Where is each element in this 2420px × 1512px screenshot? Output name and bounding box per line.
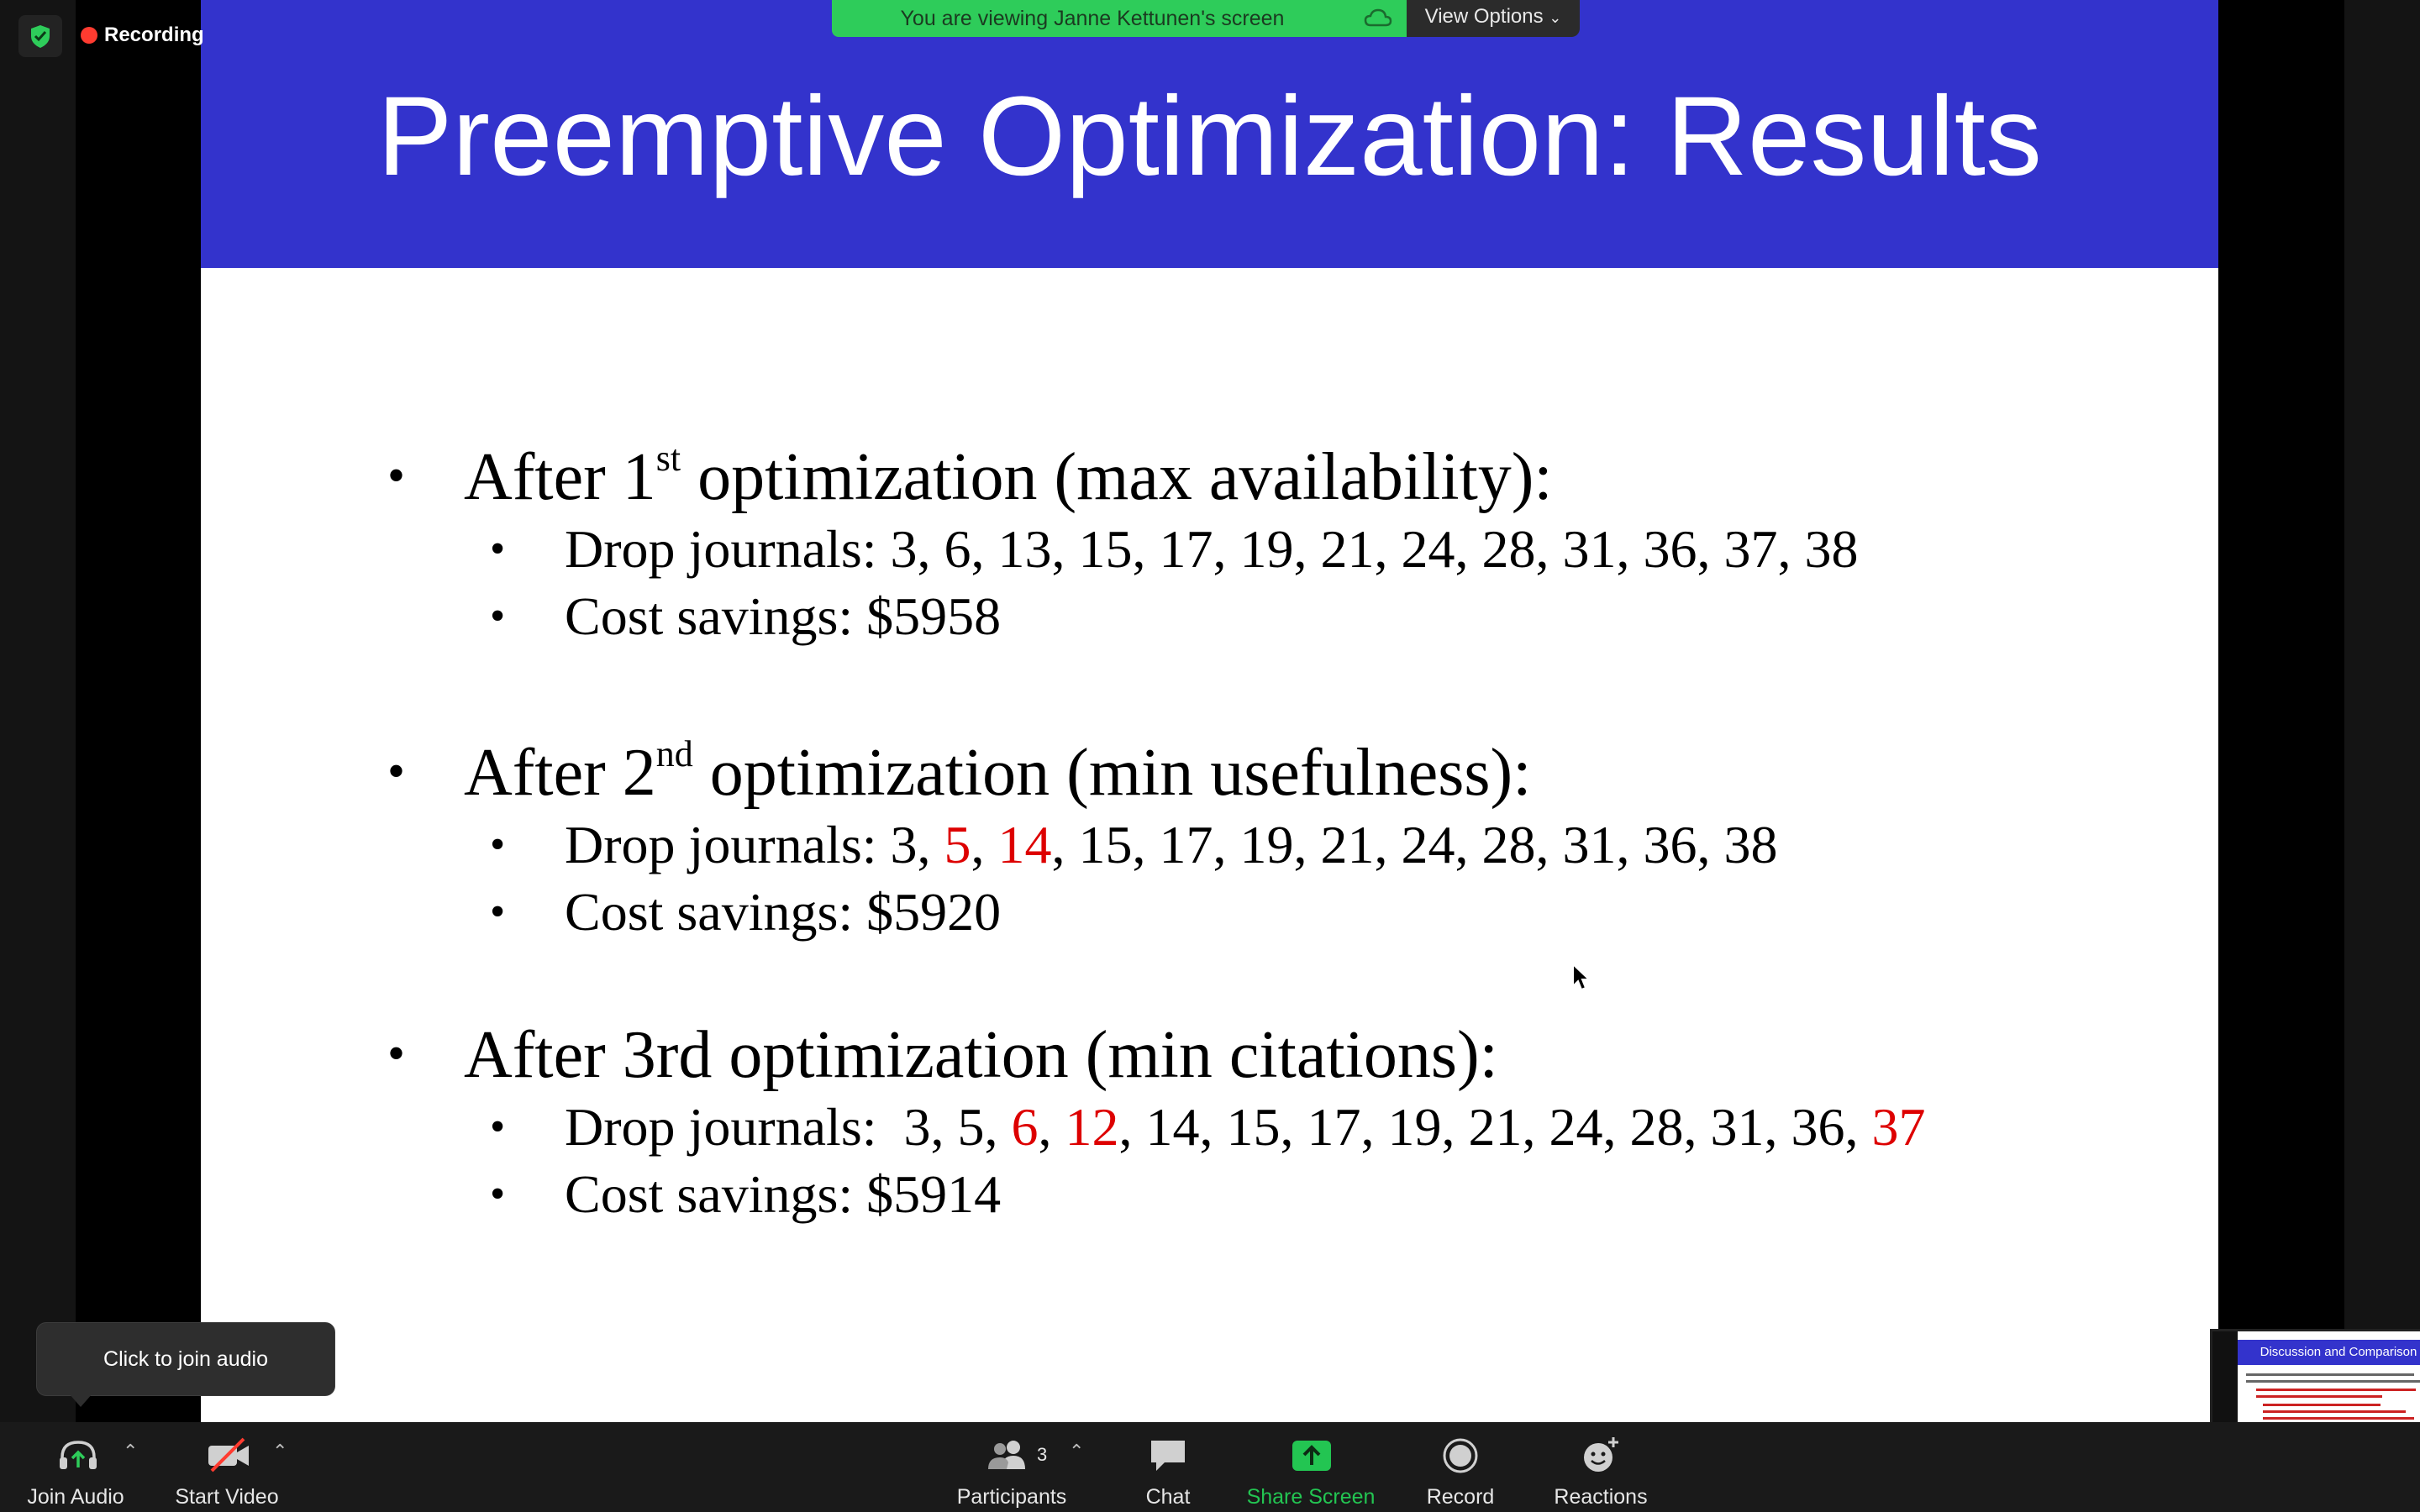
changed-journal: 5 [944, 815, 971, 874]
record-label: Record [1426, 1485, 1495, 1509]
cloud-icon [1364, 8, 1392, 27]
self-view-thumbnail[interactable]: Discussion and Comparison [2210, 1329, 2420, 1497]
reactions-label: Reactions [1554, 1485, 1648, 1509]
tooltip-arrow [69, 1394, 92, 1407]
bullet: • [387, 743, 406, 799]
recording-label: Recording [104, 24, 204, 46]
start-video-label: Start Video [175, 1485, 279, 1509]
record-icon [1443, 1438, 1478, 1473]
sub-bullet: • [490, 821, 506, 869]
drop-journals-1: Drop journals: 3, 6, 13, 15, 17, 19, 21,… [565, 519, 1859, 579]
section-heading-2: After 2nd optimization (min usefulness): [464, 733, 1532, 810]
slide-title: Preemptive Optimization: Results [377, 74, 2042, 199]
slide-header: Preemptive Optimization: Results [201, 0, 2218, 268]
chat-icon [1151, 1441, 1185, 1471]
shared-slide: Preemptive Optimization: Results • After… [201, 0, 2218, 1422]
thumb-text-line [2263, 1417, 2414, 1420]
video-off-icon [208, 1437, 249, 1473]
cost-savings-3: Cost savings: $5914 [565, 1164, 1002, 1224]
chat-button[interactable]: Chat [1126, 1431, 1210, 1509]
cost-savings-1: Cost savings: $5958 [565, 586, 1002, 646]
mouse-cursor-icon [1572, 963, 1591, 991]
sub-bullet: • [490, 525, 506, 573]
drop-journals-3: Drop journals: 3, 5, 6, 12, 14, 15, 17, … [565, 1097, 1926, 1157]
audio-options-caret-icon[interactable]: ⌃ [123, 1441, 139, 1462]
start-video-button[interactable]: Start Video [165, 1431, 289, 1509]
viewing-banner: You are viewing Janne Kettunen's screen [832, 0, 1407, 37]
screen-share-banner: You are viewing Janne Kettunen's screen … [832, 0, 1588, 37]
record-button[interactable]: Record [1418, 1431, 1502, 1509]
chat-label: Chat [1145, 1485, 1191, 1509]
participants-button[interactable]: 3 Participants [941, 1431, 1082, 1509]
join-audio-label: Join Audio [27, 1485, 124, 1509]
thumb-text-line [2256, 1395, 2382, 1398]
drop-journals-2: Drop journals: 3, 5, 14, 15, 17, 19, 21,… [565, 815, 1778, 874]
thumb-header: Discussion and Comparison [2238, 1340, 2420, 1365]
view-options-button[interactable]: View Options ⌄ [1407, 0, 1580, 37]
changed-journal: 6 [1011, 1097, 1039, 1157]
video-options-caret-icon[interactable]: ⌃ [272, 1441, 288, 1462]
share-screen-button[interactable]: Share Screen [1239, 1431, 1383, 1509]
thumb-title: Discussion and Comparison [2260, 1345, 2417, 1359]
thumb-text-line [2256, 1389, 2416, 1391]
bullet: • [387, 448, 406, 503]
security-shield-button[interactable] [18, 15, 62, 57]
headphones-icon [60, 1441, 97, 1469]
section-heading-1: After 1st optimization (max availability… [464, 438, 1553, 514]
chevron-down-icon: ⌄ [1549, 9, 1562, 26]
participants-caret-icon[interactable]: ⌃ [1069, 1441, 1085, 1462]
sub-bullet: • [490, 592, 506, 640]
sub-bullet: • [490, 1103, 506, 1151]
share-screen-icon [1292, 1441, 1331, 1471]
left-letterbox [76, 0, 201, 1422]
reactions-button[interactable]: Reactions [1546, 1431, 1655, 1509]
sub-bullet: • [490, 888, 506, 936]
changed-journal: 37 [1871, 1097, 1926, 1157]
view-options-label: View Options ⌄ [1424, 5, 1562, 28]
meeting-toolbar: Join Audio ⌃ Start Video ⌃ 3 Participant… [0, 1422, 2420, 1512]
right-letterbox [2218, 0, 2344, 1422]
changed-journal: 12 [1065, 1097, 1119, 1157]
emoji-plus-icon [1584, 1437, 1618, 1472]
participants-count: 3 [1037, 1444, 1048, 1465]
cost-savings-2: Cost savings: $5920 [565, 882, 1002, 942]
bullet: • [387, 1026, 406, 1081]
viewing-text: You are viewing Janne Kettunen's screen [900, 7, 1285, 30]
thumb-text-line [2246, 1380, 2420, 1383]
shield-icon [31, 25, 50, 48]
thumb-text-line [2263, 1404, 2381, 1406]
share-screen-label: Share Screen [1246, 1485, 1376, 1509]
join-audio-button[interactable]: Join Audio [17, 1431, 134, 1509]
section-heading-3: After 3rd optimization (min citations): [464, 1018, 1498, 1092]
tooltip-text: Click to join audio [103, 1347, 268, 1371]
thumb-text-line [2263, 1410, 2406, 1413]
thumb-text-line [2246, 1373, 2414, 1376]
participants-label: Participants [956, 1485, 1067, 1509]
recording-dot-icon [81, 27, 97, 44]
join-audio-tooltip[interactable]: Click to join audio [36, 1322, 335, 1396]
sub-bullet: • [490, 1170, 506, 1218]
participants-icon [988, 1441, 1025, 1469]
changed-journal: 14 [997, 815, 1052, 874]
